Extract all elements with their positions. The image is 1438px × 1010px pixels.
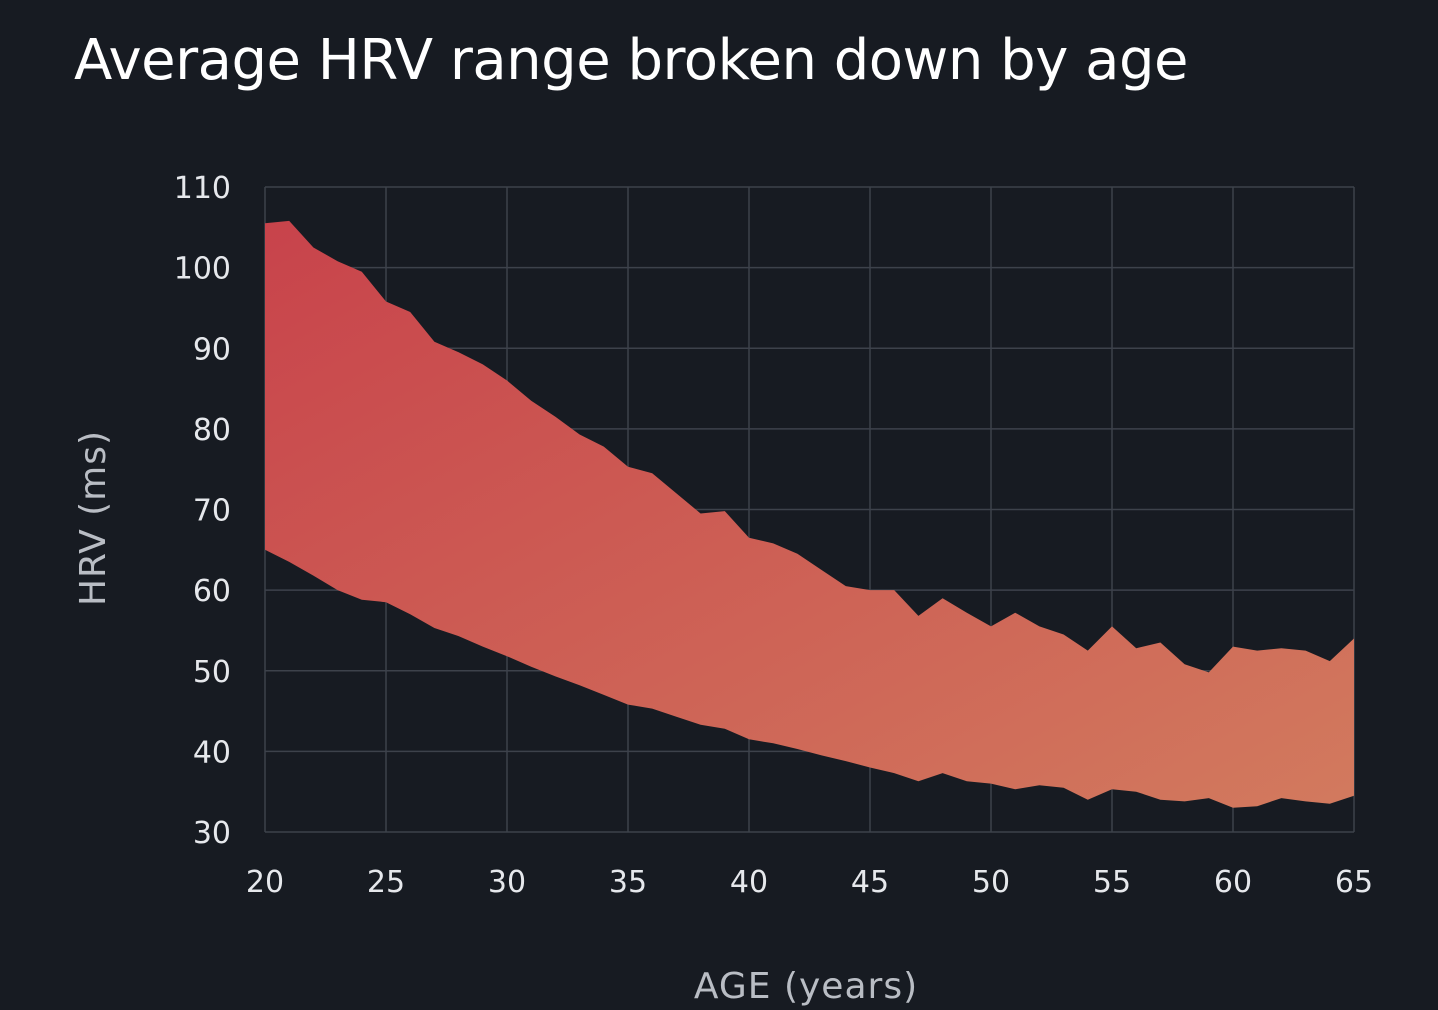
hrv-range-band [265,220,1354,808]
y-tick-label-60: 60 [193,574,231,609]
x-tick-label-45: 45 [851,865,889,900]
y-tick-label-100: 100 [174,252,231,287]
x-axis-label: AGE (years) [694,966,918,1007]
x-tick-label-55: 55 [1093,865,1131,900]
y-tick-label-30: 30 [193,816,231,851]
y-axis-ticks: 30 40 50 60 70 80 90 100 110 [174,171,231,851]
y-tick-label-70: 70 [193,494,231,529]
x-tick-label-20: 20 [246,865,284,900]
y-tick-label-40: 40 [193,735,231,770]
chart-title: Average HRV range broken down by age [74,28,1188,93]
x-tick-label-40: 40 [730,865,768,900]
y-tick-label-50: 50 [193,655,231,690]
y-tick-label-80: 80 [193,413,231,448]
x-tick-label-25: 25 [367,865,405,900]
x-tick-label-60: 60 [1214,865,1252,900]
y-tick-label-90: 90 [193,332,231,367]
x-tick-label-50: 50 [972,865,1010,900]
x-tick-label-35: 35 [609,865,647,900]
x-tick-label-65: 65 [1335,865,1373,900]
y-tick-label-110: 110 [174,171,231,206]
y-axis-label: HRV (ms) [73,430,114,606]
x-axis-ticks: 20 25 30 35 40 45 50 55 60 65 [246,865,1373,900]
x-tick-label-30: 30 [488,865,526,900]
